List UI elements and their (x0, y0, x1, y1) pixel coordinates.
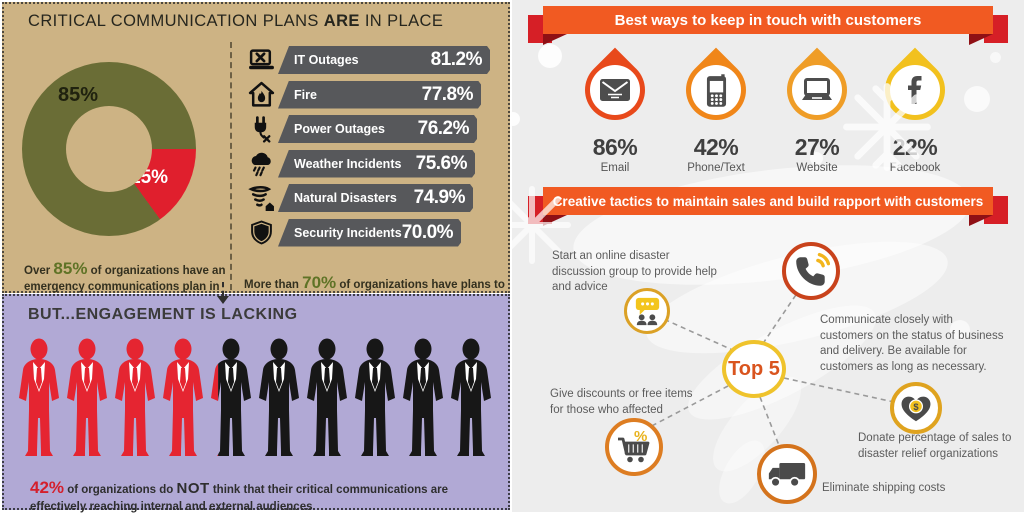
plans-title-part1: CRITICAL COMMUNICATION PLANS (28, 12, 324, 30)
threat-bar: IT Outages 81.2% (278, 46, 490, 74)
engagement-title: BUT...ENGAGEMENT IS LACKING (28, 306, 298, 324)
donut-main-label: 85% (58, 84, 98, 107)
plans-title-part2: ARE (324, 12, 360, 30)
threat-row: Natural Disasters 74.9% (244, 184, 504, 212)
plug-icon (244, 115, 278, 143)
top5-label: Top 5 (728, 358, 780, 381)
shield-icon (244, 219, 278, 247)
engagement-note: 42% of organizations do NOT think that t… (30, 476, 450, 515)
note-mid: of organizations do (64, 484, 176, 496)
note-highlight: 70% (302, 273, 336, 292)
person-figure-red (64, 338, 110, 460)
person-figure-black (448, 338, 494, 460)
tactic-text: Start an online disaster discussion grou… (552, 249, 722, 296)
threat-label: Natural Disasters (278, 191, 397, 205)
person-figure-red (16, 338, 62, 460)
donate-node: $ (890, 382, 942, 434)
person-figure-red (160, 338, 206, 460)
left-panel: CRITICAL COMMUNICATION PLANS ARE IN PLAC… (0, 0, 512, 512)
threat-row: Security Incidents 70.0% (244, 219, 504, 247)
threat-label: IT Outages (278, 53, 359, 67)
threat-bar: Security Incidents 70.0% (278, 219, 461, 247)
heart-dollar-icon: $ (899, 393, 933, 424)
communicate-node (782, 242, 840, 300)
svg-text:$: $ (913, 402, 919, 412)
person-figure-black (352, 338, 398, 460)
threat-label: Power Outages (278, 122, 385, 136)
person-figure-black (400, 338, 446, 460)
down-arrow (222, 282, 224, 296)
people-pictogram (16, 338, 494, 460)
donut-chart: 85% 15% (22, 62, 196, 236)
dashed-divider (230, 42, 232, 290)
threat-value: 76.2% (418, 118, 477, 140)
note-prefix: More than (244, 279, 302, 291)
right-panel: Best ways to keep in touch with customer… (512, 0, 1024, 512)
threat-bar: Weather Incidents 75.6% (278, 150, 475, 178)
note-highlight: 85% (53, 259, 87, 278)
tactic-text: Communicate closely with customers on th… (820, 313, 1006, 375)
tactic-text: Eliminate shipping costs (822, 481, 982, 497)
threat-value: 74.9% (414, 187, 473, 209)
person-figure-red (112, 338, 158, 460)
threat-value: 70.0% (402, 222, 461, 244)
down-arrow-head (217, 296, 229, 304)
note-strong: NOT (176, 480, 209, 497)
threat-label: Security Incidents (278, 226, 402, 240)
house-fire-icon (244, 81, 278, 109)
note-highlight: 42% (30, 478, 64, 497)
threat-row: Fire 77.8% (244, 81, 504, 109)
person-figure-black (304, 338, 350, 460)
threat-bar: Fire 77.8% (278, 81, 481, 109)
threat-value: 81.2% (431, 49, 490, 71)
threats-list: IT Outages 81.2% Fire 77.8% Power Outage… (244, 46, 504, 253)
threat-row: Weather Incidents 75.6% (244, 150, 504, 178)
person-figure-black (256, 338, 302, 460)
threat-row: Power Outages 76.2% (244, 115, 504, 143)
threat-bar: Power Outages 76.2% (278, 115, 477, 143)
tactic-text: Give discounts or free items for those w… (550, 387, 702, 418)
truck-icon (766, 459, 808, 490)
threat-bar: Natural Disasters 74.9% (278, 184, 473, 212)
handset-icon (792, 252, 830, 290)
note-prefix: Over (24, 265, 53, 277)
chat-people-icon (631, 295, 664, 328)
threat-value: 77.8% (422, 84, 481, 106)
threat-value: 75.6% (416, 153, 475, 175)
threat-label: Weather Incidents (278, 157, 401, 171)
laptop-x-icon (244, 46, 278, 74)
shipping-node (757, 444, 817, 504)
engagement-section: BUT...ENGAGEMENT IS LACKING 42% of organ… (2, 294, 510, 510)
tornado-icon (244, 184, 278, 212)
discounts-node: % (605, 418, 663, 476)
donut-slice-label: 15% (130, 167, 168, 189)
rain-cloud-icon (244, 150, 278, 178)
top5-node: Top 5 (722, 340, 786, 398)
plans-section: CRITICAL COMMUNICATION PLANS ARE IN PLAC… (2, 2, 510, 293)
person-figure-split (208, 338, 254, 460)
cart-percent-icon: % (614, 427, 654, 467)
plans-title: CRITICAL COMMUNICATION PLANS ARE IN PLAC… (28, 12, 443, 31)
plans-title-part3: IN PLACE (360, 12, 443, 30)
tactic-text: Donate percentage of sales to disaster r… (858, 431, 1018, 462)
threat-label: Fire (278, 88, 317, 102)
threat-row: IT Outages 81.2% (244, 46, 504, 74)
